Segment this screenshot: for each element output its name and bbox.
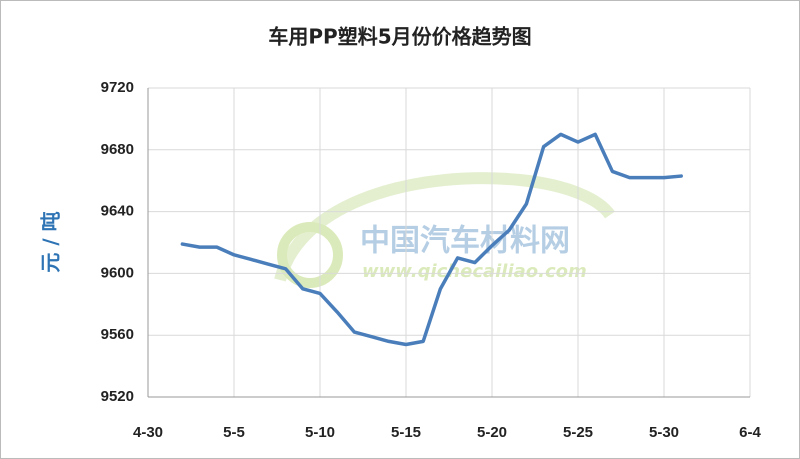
x-tick-label: 5-15	[391, 424, 421, 441]
chart-title: 车用PP塑料5月份价格趋势图	[268, 25, 531, 49]
x-tick-label: 4-30	[133, 424, 163, 441]
data-line	[180, 132, 683, 347]
x-tick-label: 5-25	[563, 424, 593, 441]
y-tick-label: 9600	[101, 264, 134, 281]
x-tick-label: 5-20	[477, 424, 507, 441]
x-tick-label: 5-5	[223, 424, 245, 441]
y-tick-label: 9720	[101, 79, 134, 96]
y-tick-label: 9640	[101, 203, 134, 220]
watermark-name: 中国汽车材料网	[360, 224, 570, 259]
watermark-swoosh	[274, 172, 615, 282]
y-tick-label: 9520	[101, 388, 134, 405]
y-tick-label: 9680	[101, 141, 134, 158]
watermark: 中国汽车材料网 www.qichecailiao.com	[274, 172, 615, 288]
y-axis-label: 元 / 吨	[39, 211, 63, 272]
y-tick-label: 9560	[101, 326, 134, 343]
x-tick-label: 6-4	[739, 424, 761, 441]
watermark-url: www.qichecailiao.com	[362, 261, 587, 282]
watermark-logo	[277, 222, 343, 288]
x-tick-label: 5-30	[649, 424, 679, 441]
x-tick-label: 5-10	[305, 424, 335, 441]
